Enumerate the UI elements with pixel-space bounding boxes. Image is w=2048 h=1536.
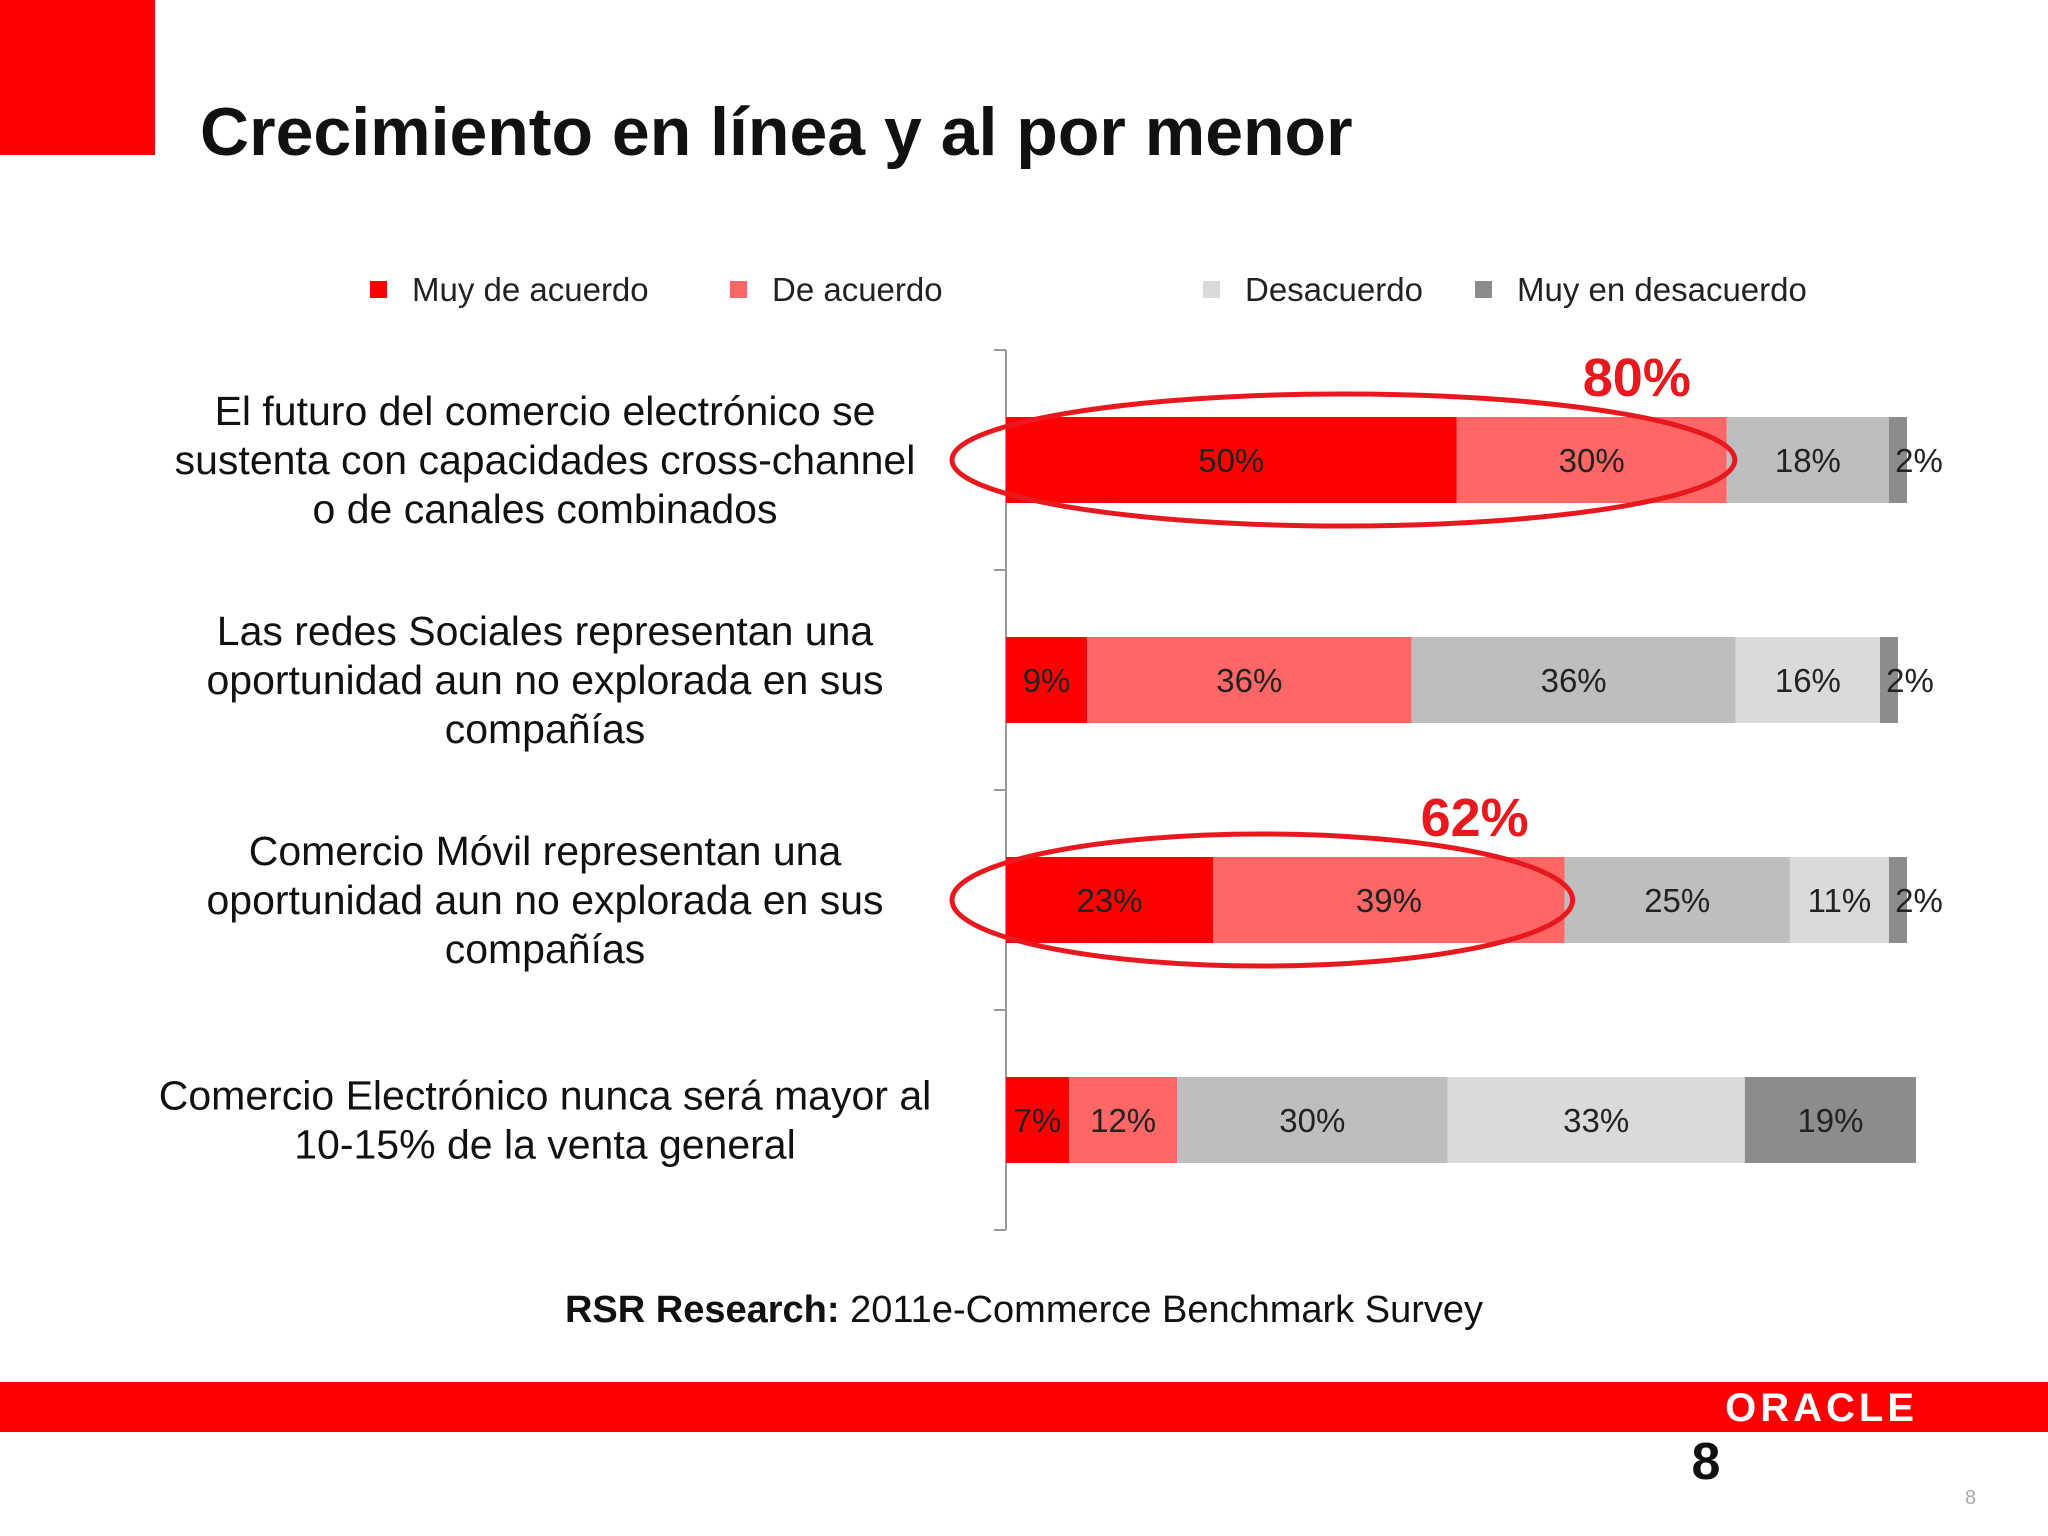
data-label: 23% [1077,882,1143,919]
legend-swatch [370,281,387,298]
data-label: 18% [1775,442,1841,479]
bar-segment [1447,1077,1745,1163]
bar-segment [1888,857,1907,943]
stacked-bar-chart: Muy de acuerdo De acuerdo Desacuerdo Muy en… [159,271,1943,1231]
data-label: 9% [1023,662,1071,699]
category-label: compañías [445,706,646,752]
source-label: RSR Research: [564,1289,840,1331]
data-label: 2% [1895,442,1943,479]
data-label: 12% [1090,1102,1156,1139]
bar-segment [1726,417,1889,503]
data-label: 36% [1216,662,1282,699]
bar-segment [1564,857,1790,943]
legend-label: Muy de acuerdo [412,271,649,308]
highlight-ellipse [949,391,1738,529]
bar-segment [1456,417,1727,503]
data-label: 7% [1014,1102,1062,1139]
highlight-label: 62% [1421,788,1529,848]
category-label: Comercio Electrónico nunca será mayor al [159,1073,932,1119]
source-text: 2011e-Commerce Benchmark Survey [839,1289,1483,1331]
slide-title: Crecimiento en línea y al por menor [200,94,1353,170]
bar-segment [1735,637,1880,723]
data-label: 50% [1198,442,1264,479]
legend-swatch [1203,281,1220,298]
legend-swatch [730,281,747,298]
data-label: 30% [1559,442,1625,479]
category-label: compañías [445,926,646,972]
bar-segment [1789,857,1889,943]
legend-label: Desacuerdo [1245,271,1423,308]
legend-label: De acuerdo [772,271,943,308]
legend-swatch [1475,281,1492,298]
category-label: sustenta con capacidades cross-channel [175,437,916,483]
data-label: 39% [1356,882,1422,919]
page-number-small: 8 [1965,1487,1977,1509]
corner-accent [0,0,155,155]
bar-segment [1213,857,1565,943]
category-label: Comercio Móvil representan una [249,828,842,874]
category-label: 10-15% de la venta general [294,1122,795,1168]
data-label: 2% [1886,662,1934,699]
category-label: oportunidad aun no explorada en sus [206,657,883,703]
data-label: 30% [1279,1102,1345,1139]
data-label: 33% [1563,1102,1629,1139]
bar-segment [1006,857,1214,943]
bar-segment [1177,1077,1448,1163]
bar-segment [1006,637,1088,723]
data-label: 25% [1644,882,1710,919]
highlight-label: 80% [1583,348,1691,408]
footer-bar [0,1382,2048,1432]
bar-segment [1744,1077,1917,1163]
bar-segment [1888,417,1907,503]
category-label: oportunidad aun no explorada en sus [206,877,883,923]
data-label: 16% [1775,662,1841,699]
highlight-ellipse [949,831,1576,969]
bar-segment [1879,637,1898,723]
bar-segment [1006,1077,1070,1163]
data-label: 36% [1541,662,1607,699]
bar-segment [1087,637,1412,723]
legend-label: Muy en desacuerdo [1517,271,1807,308]
source-citation: RSR Research: 2011e-Commerce Benchmark S… [0,1288,2048,1332]
bar-segment [1069,1077,1178,1163]
category-label: Las redes Sociales representan una [217,608,874,654]
bar-segment [1006,417,1457,503]
data-label: 2% [1895,882,1943,919]
bar-segment [1411,637,1736,723]
category-label: o de canales combinados [313,486,778,532]
data-label: 19% [1797,1102,1863,1139]
oracle-logo: ORACLE [1725,1386,1918,1430]
category-label: El futuro del comercio electrónico se [215,388,876,434]
data-label: 11% [1808,882,1872,919]
page-number: 8 [1691,1433,1721,1491]
